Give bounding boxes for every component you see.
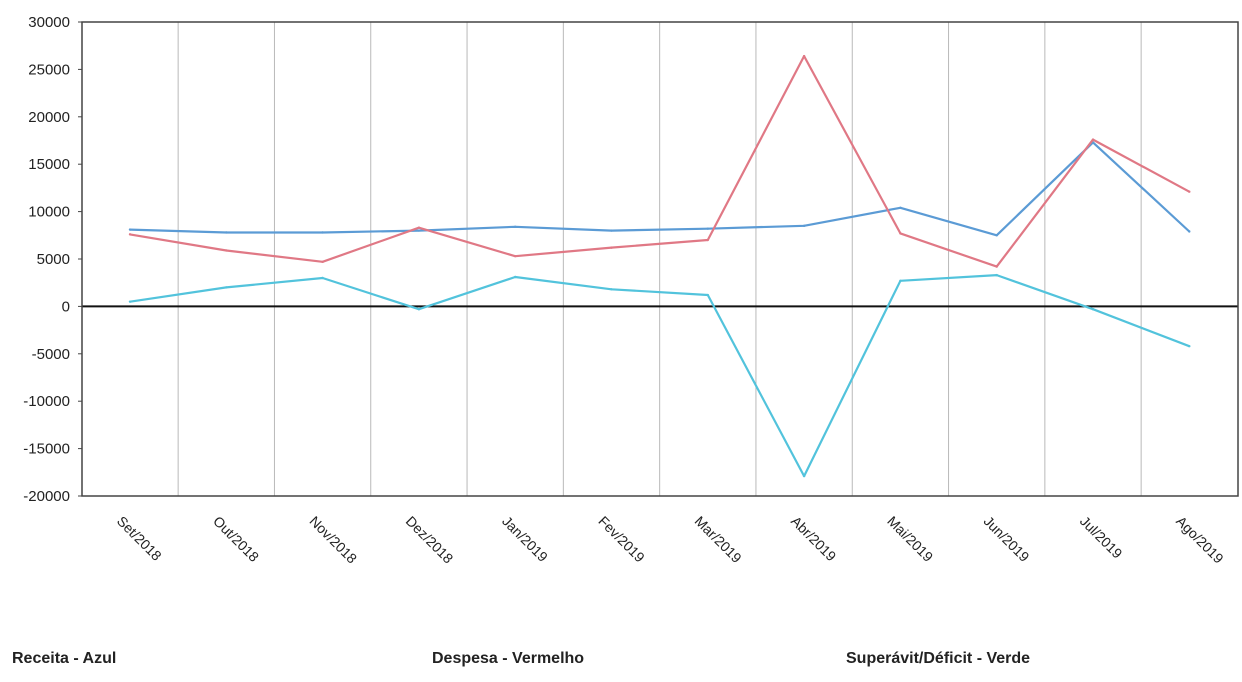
series-2-point [899,232,902,235]
series-1-point [802,224,806,228]
y-tick-label: -20000 [23,488,70,505]
series-2-point [514,254,517,258]
series-3-point [1091,308,1095,311]
series-3-point [1188,345,1191,348]
series-3-point [899,279,902,283]
y-tick-label: 25000 [28,61,70,78]
series-3-point [417,308,421,311]
x-tick-label: Jun/2019 [981,513,1033,565]
legend-receita: Receita - Azul [12,650,117,667]
series-2-point [321,260,324,264]
x-tick-label: Abr/2019 [788,513,840,565]
series-3-point [321,276,324,280]
y-tick-label: 15000 [28,156,70,173]
series-line-3 [129,274,1190,478]
series-3-point [802,474,806,478]
series-1-point [995,234,998,237]
x-tick-label: Nov/2018 [306,513,360,567]
x-tick-label: Fev/2019 [595,513,648,566]
series-3-point [706,293,709,297]
series-layer [128,54,1191,478]
y-tick-label: 20000 [28,109,70,126]
series-1-point [321,231,324,234]
legend-despesa: Despesa - Vermelho [432,650,585,667]
series-1-point [128,228,132,231]
series-line-1 [129,141,1191,237]
y-tick-label: -5000 [32,346,70,363]
x-tick-label: Mar/2019 [692,513,745,566]
x-tick-label: Set/2018 [114,513,165,564]
y-axis-ticks: 30000 25000 20000 15000 10000 5000 0 -5000 -1000… [23,14,82,505]
x-axis-ticks: Set/2018 Out/2018 Nov/2018 Dez/2018 Jan/2019… [114,513,1227,567]
y-tick-label: 0 [62,298,70,315]
x-tick-label: Jan/2019 [499,513,551,565]
x-tick-label: Mai/2019 [884,513,936,565]
grid-layer [177,22,1142,496]
series-1-point [225,231,228,234]
series-3-point [995,273,998,277]
series-3-point [225,286,228,289]
series-1-point [610,229,613,232]
series-2-point [1188,190,1191,193]
series-2-point [417,226,421,229]
series-2-point [995,265,998,268]
series-1-point [514,225,517,228]
y-tick-label: 10000 [28,204,70,221]
series-2-point [706,238,709,242]
series-3-point [610,288,613,291]
series-2-point [610,246,613,249]
series-2-point [1091,138,1095,141]
series-1-point [1188,230,1191,233]
series-2-point [802,54,806,58]
y-tick-label: 5000 [37,251,70,268]
series-3-point [514,275,517,279]
series-2-point [128,233,132,236]
series-1-point [706,227,709,230]
y-tick-label: -15000 [23,441,70,458]
x-tick-label: Jul/2019 [1077,513,1126,562]
x-tick-label: Dez/2018 [403,513,457,567]
y-tick-label: -10000 [23,393,70,410]
series-3-point [128,300,132,303]
x-tick-label: Out/2018 [210,513,262,565]
series-1-point [899,206,902,210]
y-tick-label: 30000 [28,14,70,31]
series-2-point [225,249,228,252]
legend-superavit: Superávit/Déficit - Verde [846,650,1031,667]
line-chart: 30000 25000 20000 15000 10000 5000 0 -5000 -1000… [23,14,1239,567]
x-tick-label: Ago/2019 [1173,513,1227,567]
series-1-point [417,229,421,232]
series-line-2 [129,54,1190,268]
